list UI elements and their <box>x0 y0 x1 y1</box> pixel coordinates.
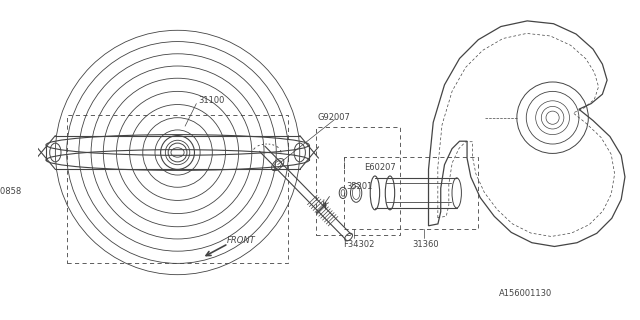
Text: 31100: 31100 <box>198 96 225 105</box>
Bar <box>344 157 478 228</box>
Text: G92007: G92007 <box>317 113 351 122</box>
Text: F34302: F34302 <box>343 240 374 249</box>
Text: E60207: E60207 <box>365 163 396 172</box>
Text: 35201: 35201 <box>346 182 372 191</box>
Text: A156001130: A156001130 <box>499 289 552 298</box>
Bar <box>316 127 400 235</box>
Text: 31360: 31360 <box>413 240 439 249</box>
Bar <box>67 115 289 263</box>
Text: A20858: A20858 <box>0 188 22 196</box>
Text: FRONT: FRONT <box>227 236 255 245</box>
